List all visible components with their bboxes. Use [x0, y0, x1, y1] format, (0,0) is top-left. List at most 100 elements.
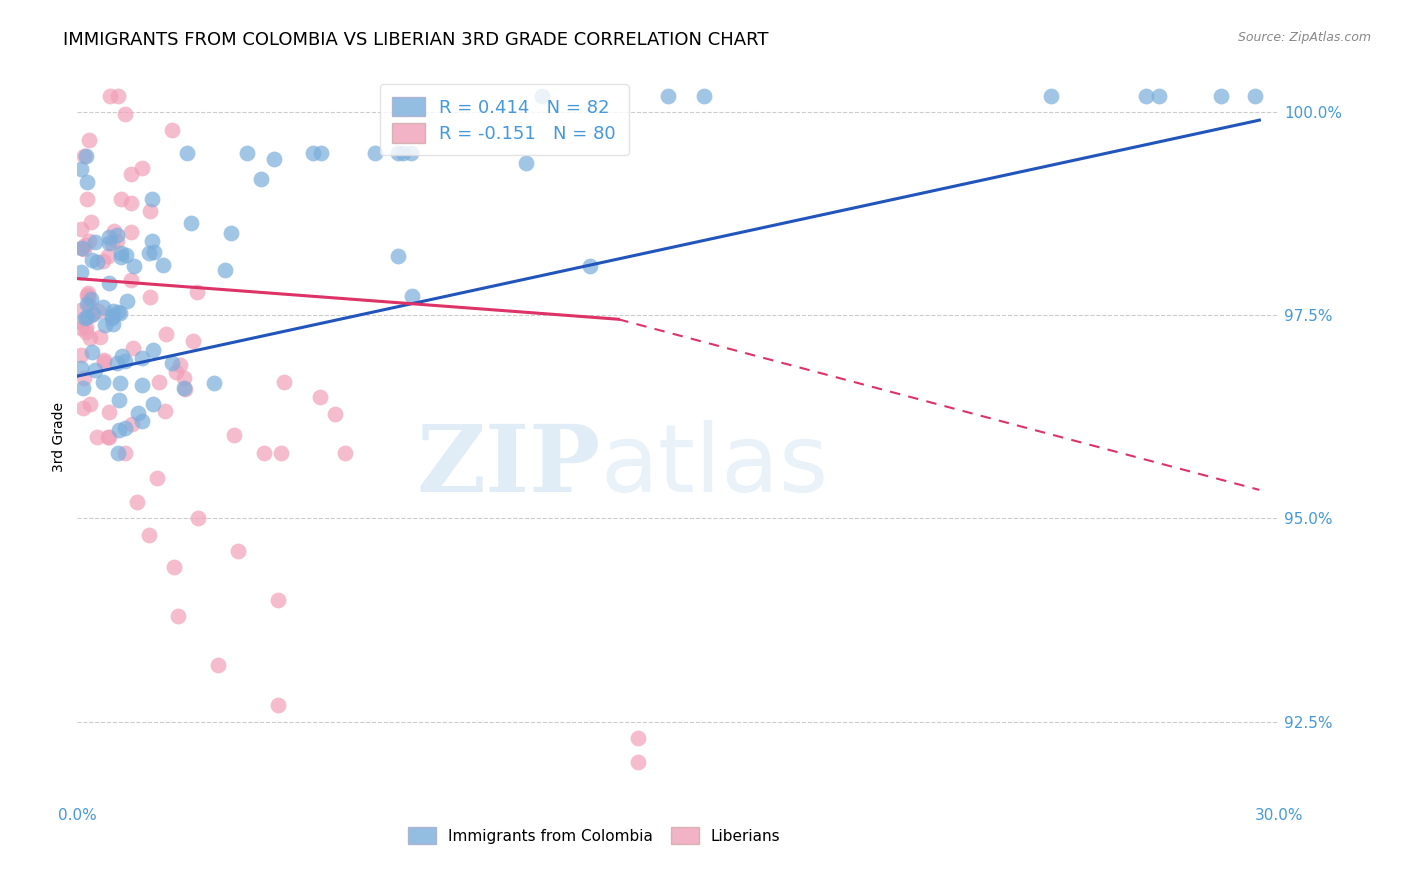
Point — [363, 145, 385, 160]
Point — [186, 511, 209, 525]
Point — [657, 88, 679, 103]
Point — [93, 355, 115, 369]
Point — [139, 290, 162, 304]
Point — [1040, 88, 1063, 103]
Point — [107, 304, 129, 318]
Point — [70, 303, 93, 318]
Point — [86, 255, 108, 269]
Point — [91, 376, 114, 390]
Point — [155, 327, 177, 342]
Point — [273, 375, 295, 389]
Point — [103, 317, 125, 331]
Point — [146, 471, 169, 485]
Point — [97, 430, 120, 444]
Point — [250, 172, 273, 186]
Point — [1147, 88, 1170, 103]
Point — [693, 88, 716, 103]
Point — [107, 423, 129, 437]
Point — [131, 414, 153, 428]
Point — [79, 397, 101, 411]
Point — [1211, 88, 1233, 103]
Point — [1135, 88, 1157, 103]
Point — [86, 430, 108, 444]
Point — [98, 430, 121, 444]
Point — [117, 294, 139, 309]
Point — [107, 446, 129, 460]
Point — [180, 216, 202, 230]
Point — [100, 235, 122, 250]
Point — [70, 361, 93, 376]
Point — [70, 241, 93, 255]
Point — [76, 288, 98, 302]
Point — [138, 245, 160, 260]
Point — [120, 273, 142, 287]
Point — [86, 304, 108, 318]
Point — [127, 495, 149, 509]
Point — [72, 401, 94, 416]
Point — [141, 193, 163, 207]
Point — [75, 325, 97, 339]
Point — [120, 195, 142, 210]
Point — [153, 404, 176, 418]
Point — [214, 263, 236, 277]
Point — [127, 406, 149, 420]
Point — [76, 297, 98, 311]
Point — [94, 318, 117, 332]
Point — [131, 351, 153, 366]
Point — [107, 234, 129, 248]
Point — [183, 334, 205, 348]
Point — [80, 215, 103, 229]
Point — [131, 378, 153, 392]
Point — [73, 371, 96, 385]
Point — [70, 320, 93, 334]
Point — [387, 249, 409, 263]
Point — [107, 88, 129, 103]
Point — [77, 133, 100, 147]
Point — [108, 376, 131, 391]
Point — [270, 446, 292, 460]
Point — [236, 145, 259, 160]
Point — [77, 298, 100, 312]
Point — [263, 152, 285, 166]
Point — [221, 226, 243, 240]
Point — [77, 290, 100, 304]
Point — [186, 285, 208, 299]
Point — [148, 375, 170, 389]
Point — [103, 304, 125, 318]
Point — [84, 235, 107, 249]
Point — [83, 363, 105, 377]
Point — [105, 356, 128, 370]
Point — [70, 222, 93, 236]
Point — [176, 145, 198, 160]
Point — [73, 238, 96, 252]
Point — [80, 345, 103, 359]
Point — [75, 319, 97, 334]
Point — [120, 167, 142, 181]
Point — [70, 265, 93, 279]
Point — [91, 300, 114, 314]
Point — [76, 310, 98, 324]
Point — [80, 252, 103, 267]
Point — [333, 446, 356, 460]
Point — [309, 145, 332, 160]
Point — [152, 258, 174, 272]
Point — [110, 192, 132, 206]
Point — [108, 306, 131, 320]
Point — [70, 348, 93, 362]
Point — [138, 527, 160, 541]
Point — [122, 259, 145, 273]
Point — [114, 107, 136, 121]
Point — [73, 149, 96, 163]
Point — [399, 145, 422, 160]
Point — [101, 309, 124, 323]
Point — [131, 161, 153, 175]
Point — [401, 289, 423, 303]
Point — [108, 392, 131, 407]
Point — [97, 405, 120, 419]
Point — [98, 277, 121, 291]
Point — [143, 245, 166, 260]
Point — [80, 292, 103, 306]
Point — [75, 310, 97, 325]
Point — [142, 397, 165, 411]
Point — [110, 349, 132, 363]
